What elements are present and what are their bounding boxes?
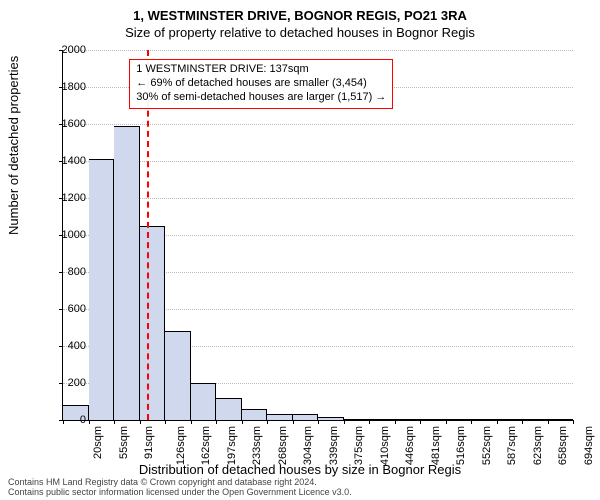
histogram-bar bbox=[216, 398, 242, 420]
xtick-mark bbox=[395, 420, 396, 424]
xtick-mark bbox=[318, 420, 319, 424]
histogram-bar bbox=[420, 419, 446, 420]
xtick-label: 410sqm bbox=[379, 426, 391, 465]
xtick-label: 446sqm bbox=[404, 426, 416, 465]
ytick-label: 800 bbox=[46, 266, 86, 278]
y-axis-label: Number of detached properties bbox=[6, 56, 21, 235]
histogram-bar bbox=[395, 419, 421, 420]
xtick-label: 623sqm bbox=[532, 426, 544, 465]
xtick-label: 91sqm bbox=[143, 426, 155, 459]
histogram-bar bbox=[318, 417, 344, 420]
ytick-label: 200 bbox=[46, 377, 86, 389]
annotation-line: 1 WESTMINSTER DRIVE: 137sqm bbox=[136, 63, 386, 77]
xtick-label: 304sqm bbox=[302, 426, 314, 465]
histogram-bar bbox=[293, 414, 319, 420]
histogram-bar bbox=[191, 383, 217, 420]
ytick-label: 2000 bbox=[46, 44, 86, 56]
xtick-mark bbox=[573, 420, 574, 424]
xtick-mark bbox=[191, 420, 192, 424]
grid-line bbox=[63, 50, 573, 51]
xtick-mark bbox=[89, 420, 90, 424]
histogram-bar bbox=[446, 419, 472, 420]
histogram-bar bbox=[267, 414, 293, 420]
xtick-mark bbox=[471, 420, 472, 424]
ytick-label: 1200 bbox=[46, 192, 86, 204]
histogram-bar bbox=[114, 126, 140, 420]
xtick-label: 55sqm bbox=[118, 426, 130, 459]
xtick-label: 126sqm bbox=[175, 426, 187, 465]
ytick-label: 400 bbox=[46, 340, 86, 352]
xtick-label: 233sqm bbox=[251, 426, 263, 465]
xtick-mark bbox=[293, 420, 294, 424]
xtick-label: 587sqm bbox=[506, 426, 518, 465]
ytick-label: 1800 bbox=[46, 81, 86, 93]
xtick-mark bbox=[369, 420, 370, 424]
annotation-line: ← 69% of detached houses are smaller (3,… bbox=[136, 77, 386, 91]
xtick-label: 268sqm bbox=[277, 426, 289, 465]
grid-line bbox=[63, 161, 573, 162]
annotation-line: 30% of semi-detached houses are larger (… bbox=[136, 91, 386, 105]
histogram-bar bbox=[471, 419, 497, 420]
xtick-label: 197sqm bbox=[226, 426, 238, 465]
xtick-mark bbox=[522, 420, 523, 424]
xtick-label: 516sqm bbox=[455, 426, 467, 465]
histogram-bar bbox=[369, 419, 395, 420]
ytick-label: 1400 bbox=[46, 155, 86, 167]
plot-area: 1 WESTMINSTER DRIVE: 137sqm← 69% of deta… bbox=[62, 50, 573, 421]
xtick-mark bbox=[114, 420, 115, 424]
chart-title: 1, WESTMINSTER DRIVE, BOGNOR REGIS, PO21… bbox=[0, 0, 600, 23]
ytick-label: 1600 bbox=[46, 118, 86, 130]
xtick-label: 658sqm bbox=[557, 426, 569, 465]
histogram-bar bbox=[344, 419, 370, 420]
xtick-label: 694sqm bbox=[583, 426, 595, 465]
attribution-footer: Contains HM Land Registry data © Crown c… bbox=[8, 478, 352, 498]
xtick-mark bbox=[548, 420, 549, 424]
footer-line: Contains public sector information licen… bbox=[8, 488, 352, 498]
grid-line bbox=[63, 124, 573, 125]
chart-container: 1, WESTMINSTER DRIVE, BOGNOR REGIS, PO21… bbox=[0, 0, 600, 500]
xtick-label: 481sqm bbox=[430, 426, 442, 465]
xtick-mark bbox=[446, 420, 447, 424]
xtick-mark bbox=[216, 420, 217, 424]
ytick-label: 1000 bbox=[46, 229, 86, 241]
histogram-bar bbox=[242, 409, 268, 420]
grid-line bbox=[63, 198, 573, 199]
chart-subtitle: Size of property relative to detached ho… bbox=[0, 23, 600, 40]
xtick-label: 20sqm bbox=[92, 426, 104, 459]
histogram-bar bbox=[548, 419, 574, 420]
xtick-mark bbox=[140, 420, 141, 424]
ytick-label: 600 bbox=[46, 303, 86, 315]
histogram-bar bbox=[522, 419, 548, 420]
histogram-bar bbox=[497, 419, 523, 420]
xtick-mark bbox=[344, 420, 345, 424]
annotation-box: 1 WESTMINSTER DRIVE: 137sqm← 69% of deta… bbox=[129, 59, 393, 108]
ytick-label: 0 bbox=[46, 414, 86, 426]
xtick-mark bbox=[165, 420, 166, 424]
histogram-bar bbox=[89, 159, 115, 420]
xtick-mark bbox=[497, 420, 498, 424]
xtick-mark bbox=[242, 420, 243, 424]
xtick-label: 162sqm bbox=[200, 426, 212, 465]
histogram-bar bbox=[165, 331, 191, 420]
histogram-bar bbox=[140, 226, 166, 420]
xtick-label: 375sqm bbox=[353, 426, 365, 465]
xtick-label: 339sqm bbox=[328, 426, 340, 465]
xtick-mark bbox=[420, 420, 421, 424]
xtick-label: 552sqm bbox=[481, 426, 493, 465]
xtick-mark bbox=[267, 420, 268, 424]
